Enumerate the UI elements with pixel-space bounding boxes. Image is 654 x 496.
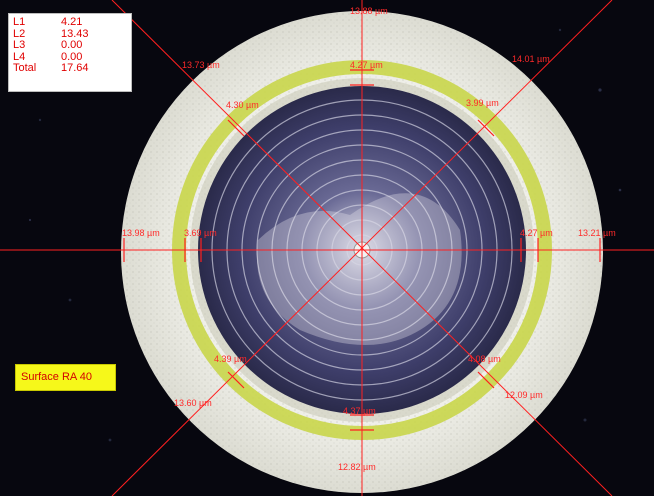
legend-key: Total	[13, 62, 37, 75]
measure-right-inner: 4.27 µm	[520, 228, 553, 238]
legend-key: L3	[13, 39, 26, 52]
background-particles	[28, 28, 622, 442]
legend-row: L3 0.00	[13, 40, 127, 52]
measure-upper-left-outer: 13.73 µm	[182, 60, 220, 70]
legend-key: L1	[13, 16, 26, 28]
measure-lower-right-outer: 12.09 µm	[505, 390, 543, 400]
legend-row: L2 13.43	[13, 27, 127, 41]
measure-left-inner: 3.69 µm	[184, 228, 217, 238]
measure-top-outer: 13.88 µm	[350, 6, 388, 16]
measure-top-inner: 4.27 µm	[350, 60, 383, 70]
legend-key: L2	[13, 27, 26, 40]
measurement-legend: L1 4.21 L2 13.43 L3 0.00 L4 0.00 Total 1…	[8, 13, 132, 92]
measure-right-outer: 13.21 µm	[578, 228, 616, 238]
measure-lower-left-outer: 13.60 µm	[174, 398, 212, 408]
tick-marks	[123, 69, 601, 431]
legend-value: 17.64	[61, 62, 89, 75]
worn-patch	[256, 193, 462, 345]
legend-value: 0.00	[61, 39, 83, 52]
legend-value: 0.00	[61, 50, 83, 63]
measure-upper-right-outer: 14.01 µm	[512, 54, 550, 64]
measure-bottom-outer: 12.82 µm	[338, 462, 376, 472]
legend-value: 4.21	[61, 16, 83, 28]
measure-upper-right-inner: 3.99 µm	[466, 98, 499, 108]
measure-lower-left-inner: 4.39 µm	[214, 354, 247, 364]
measure-upper-left-inner: 4.30 µm	[226, 100, 259, 110]
surface-label: Surface RA 40	[15, 364, 116, 391]
legend-row: Total 17.64	[13, 63, 127, 75]
legend-row: L1 4.21	[13, 16, 127, 29]
measure-lower-right-inner: 4.08 µm	[468, 354, 501, 364]
legend-row: L4 0.00	[13, 50, 127, 64]
measure-left-outer: 13.98 µm	[122, 228, 160, 238]
measure-bottom-inner: 4.37 µm	[343, 406, 376, 416]
legend-value: 13.43	[61, 27, 89, 40]
legend-key: L4	[13, 50, 26, 63]
